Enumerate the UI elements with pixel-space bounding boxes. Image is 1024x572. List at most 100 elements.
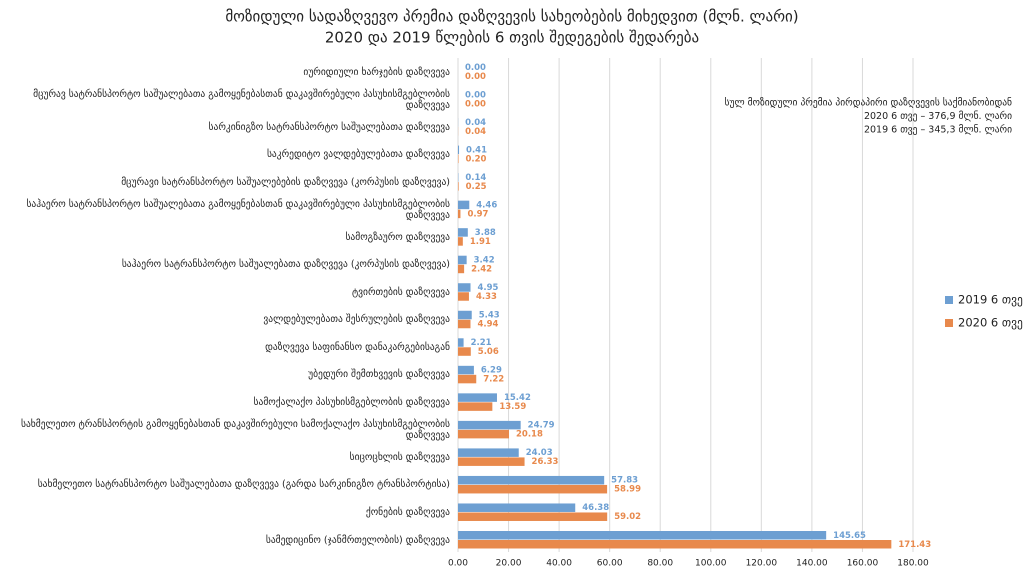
x-tick-label: 180.00 bbox=[897, 559, 929, 569]
bar bbox=[458, 420, 521, 430]
bar bbox=[458, 209, 461, 219]
value-label: 24.79 bbox=[528, 421, 555, 431]
bar bbox=[458, 503, 576, 512]
legend-swatch bbox=[945, 319, 953, 327]
y-tick-label: სამოქალაქო პასუხისმგებლობის დაზღვევა bbox=[253, 396, 450, 408]
bar bbox=[458, 484, 608, 494]
y-tick-label: საჰაერო სატრანსპორტო საშუალებათა დაზღვევ… bbox=[121, 259, 450, 271]
x-tick-label: 60.00 bbox=[597, 559, 623, 569]
value-label: 6.29 bbox=[481, 366, 502, 376]
category-label-box: საჰაერო სატრანსპორტო საშუალებათა გამოყენ… bbox=[26, 198, 450, 221]
value-label: 15.42 bbox=[504, 393, 531, 403]
bar bbox=[458, 264, 465, 274]
bar bbox=[458, 531, 827, 540]
y-tick-label: სარკინიგზო სატრანსპორტო საშუალებათა დაზღ… bbox=[208, 121, 450, 133]
y-tick-label: სამედიცინო (ჯანმრთელობის) დაზღვევა bbox=[265, 534, 450, 546]
category-label-box: მცურავი სატრანსპორტო საშუალებების დაზღვე… bbox=[121, 176, 450, 188]
category-label-box: სიცოცხლის დაზღვევა bbox=[349, 451, 450, 463]
value-label: 0.97 bbox=[467, 209, 488, 219]
y-tick-label: საკრედიტო ვალდებულებათა დაზღვევა bbox=[266, 149, 450, 161]
category-label-box: მცურავ სატრანსპორტო საშუალებათა გამოყენე… bbox=[33, 89, 450, 111]
value-label: 24.03 bbox=[526, 448, 553, 458]
annotation: 2019 6 თვე – 345,3 მლნ. ლარი bbox=[864, 125, 1012, 136]
y-tick-label: ქონების დაზღვევა bbox=[365, 506, 450, 518]
annotation: სულ მოზიდული პრემია პირდაპირი დაზღვევის … bbox=[725, 98, 1013, 109]
x-tick-label: 40.00 bbox=[546, 559, 572, 569]
value-label: 0.04 bbox=[465, 127, 486, 137]
category-label-box: ტვირთების დაზღვევა bbox=[351, 286, 450, 298]
value-label: 20.18 bbox=[516, 430, 543, 440]
value-label: 0.04 bbox=[465, 118, 486, 128]
value-label: 4.94 bbox=[477, 320, 498, 330]
category-label-box: სახმელეთო სატრანსპორტო საშუალებათა დაზღვ… bbox=[37, 479, 450, 491]
y-tick-label: სამოგზაურო დაზღვევა bbox=[345, 231, 450, 243]
value-label: 7.22 bbox=[483, 375, 504, 385]
x-tick-label: 160.00 bbox=[847, 559, 879, 569]
value-label: 2.42 bbox=[471, 264, 492, 274]
bar bbox=[458, 255, 467, 265]
annotation: 2020 6 თვე – 376,9 მლნ. ლარი bbox=[864, 111, 1012, 122]
bar bbox=[458, 540, 892, 549]
category-label-box: სამედიცინო (ჯანმრთელობის) დაზღვევა bbox=[265, 534, 450, 546]
category-label-box: სარკინიგზო სატრანსპორტო საშუალებათა დაზღ… bbox=[208, 121, 450, 133]
value-label: 0.14 bbox=[465, 173, 486, 183]
category-label-box: სამოქალაქო პასუხისმგებლობის დაზღვევა bbox=[253, 396, 450, 408]
category-label-box: უბედური შემთხვევის დაზღვევა bbox=[308, 369, 450, 380]
value-label: 0.00 bbox=[465, 90, 486, 100]
value-label: 0.41 bbox=[466, 145, 487, 155]
bar bbox=[458, 374, 477, 384]
y-tick-label: იურიდიული ხარჯების დაზღვევა bbox=[303, 66, 450, 78]
bar bbox=[458, 338, 464, 347]
value-label: 57.83 bbox=[611, 476, 638, 486]
bar bbox=[458, 512, 608, 521]
y-tick-label: სახმელეთო ტრანსპორტის გამოყენებასთან დაკ… bbox=[20, 418, 450, 441]
bar bbox=[458, 283, 471, 292]
y-tick-label: მცურავი სატრანსპორტო საშუალებების დაზღვე… bbox=[121, 176, 450, 188]
value-label: 2.21 bbox=[471, 338, 492, 348]
x-tick-label: 100.00 bbox=[695, 559, 727, 569]
value-label: 4.46 bbox=[476, 200, 497, 210]
category-label-box: ქონების დაზღვევა bbox=[365, 506, 450, 518]
value-label: 58.99 bbox=[614, 485, 641, 495]
bar bbox=[458, 182, 459, 191]
y-tick-label: საჰაერო სატრანსპორტო საშუალებათა გამოყენ… bbox=[26, 198, 450, 221]
value-label: 0.00 bbox=[465, 99, 486, 109]
bar bbox=[458, 365, 474, 375]
bar bbox=[458, 228, 468, 237]
category-label-box: დაზღვევა საფინანსო დანაკარგებისაგან bbox=[265, 341, 450, 353]
bar bbox=[458, 448, 519, 457]
y-tick-label: სიცოცხლის დაზღვევა bbox=[349, 451, 450, 463]
value-label: 3.42 bbox=[474, 255, 495, 265]
y-tick-label: ვალდებულებათა შესრულების დაზღვევა bbox=[263, 314, 450, 326]
bar bbox=[458, 475, 605, 485]
value-label: 0.25 bbox=[466, 182, 487, 192]
value-label: 171.43 bbox=[898, 540, 931, 550]
value-label: 13.59 bbox=[499, 402, 526, 412]
category-label-box: საჰაერო სატრანსპორტო საშუალებათა დაზღვევ… bbox=[121, 259, 450, 271]
y-tick-label: სახმელეთო სატრანსპორტო საშუალებათა დაზღვ… bbox=[37, 479, 450, 491]
x-tick-label: 20.00 bbox=[496, 559, 522, 569]
x-tick-label: 0.00 bbox=[448, 559, 468, 569]
value-label: 3.88 bbox=[475, 228, 496, 238]
y-tick-label: ტვირთების დაზღვევა bbox=[351, 286, 450, 298]
bar bbox=[458, 310, 472, 320]
value-label: 5.06 bbox=[478, 347, 499, 357]
category-label-box: იურიდიული ხარჯების დაზღვევა bbox=[303, 66, 450, 78]
category-label-box: სახმელეთო ტრანსპორტის გამოყენებასთან დაკ… bbox=[20, 418, 450, 441]
bar bbox=[458, 393, 497, 402]
legend-label: 2020 6 თვე bbox=[958, 316, 1023, 330]
bar bbox=[458, 457, 525, 466]
legend-swatch bbox=[945, 296, 953, 304]
bar bbox=[458, 200, 470, 210]
value-label: 0.00 bbox=[465, 72, 486, 82]
category-label-box: სამოგზაურო დაზღვევა bbox=[345, 231, 450, 243]
chart-subtitle: 2020 და 2019 წლების 6 თვის შედეგების შედ… bbox=[325, 29, 699, 47]
x-tick-label: 120.00 bbox=[746, 559, 778, 569]
value-label: 0.20 bbox=[466, 154, 487, 164]
bar bbox=[458, 347, 471, 356]
value-label: 26.33 bbox=[532, 457, 559, 467]
y-tick-label: დაზღვევა საფინანსო დანაკარგებისაგან bbox=[265, 341, 450, 353]
bar bbox=[458, 319, 471, 329]
bar bbox=[458, 145, 460, 155]
